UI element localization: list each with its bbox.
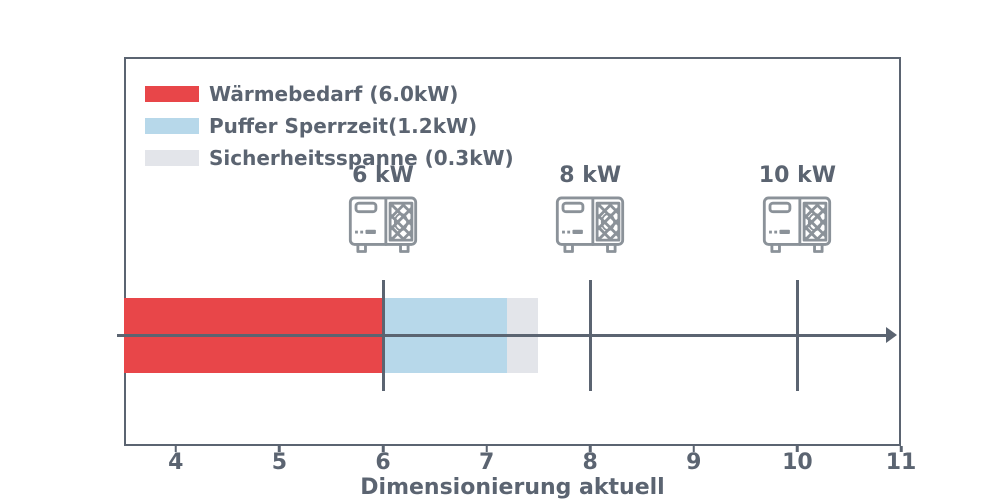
x-tick (692, 446, 696, 452)
x-tick-label: 5 (271, 450, 288, 475)
marker-8kw: 8 kW (520, 163, 660, 260)
legend-item-sicherheitsspanne: Sicherheitsspanne (0.3kW) (145, 142, 514, 174)
x-tick-label: 10 (782, 450, 813, 475)
legend-label-puffer-sperrzeit: Puffer Sperrzeit(1.2kW) (209, 114, 478, 138)
x-tick (796, 446, 799, 452)
x-tick-label: 11 (885, 450, 917, 475)
legend-item-puffer-sperrzeit: Puffer Sperrzeit(1.2kW) (145, 110, 514, 142)
x-tick (381, 446, 385, 452)
marker-label-10kw: 10 kW (758, 163, 836, 188)
legend: Wärmebedarf (6.0kW) Puffer Sperrzeit(1.2… (145, 78, 514, 174)
legend-label-sicherheitsspanne: Sicherheitsspanne (0.3kW) (209, 146, 514, 170)
x-tick-label: 8 (582, 450, 598, 475)
x-tick (174, 446, 178, 452)
heat-pump-icon (763, 196, 832, 253)
x-axis-label: Dimensionierung aktuell (360, 475, 665, 500)
x-tick (899, 446, 903, 452)
legend-label-waermebedarf: Wärmebedarf (6.0kW) (209, 82, 459, 106)
x-tick-label: 9 (686, 450, 702, 475)
arrow-head-icon (886, 327, 897, 343)
plot-area (124, 57, 901, 446)
legend-swatch-waermebedarf (145, 86, 199, 102)
marker-10kw: 10 kW (727, 163, 867, 260)
dimension-axis-arrow (117, 333, 887, 337)
legend-swatch-sicherheitsspanne (145, 150, 199, 166)
marker-label-8kw: 8 kW (559, 163, 622, 188)
heat-pump-icon (556, 196, 625, 253)
marker-label-6kw: 6 kW (352, 163, 414, 188)
x-tick-label: 6 (375, 450, 391, 475)
x-tick (278, 446, 281, 452)
x-tick (588, 446, 592, 452)
x-tick (485, 446, 488, 452)
marker-6kw: 6 kW (313, 163, 453, 260)
heat-pump-icon (348, 196, 418, 253)
x-tick-label: 7 (478, 450, 495, 475)
legend-swatch-puffer-sperrzeit (145, 118, 199, 134)
x-tick-label: 4 (168, 450, 184, 475)
legend-item-waermebedarf: Wärmebedarf (6.0kW) (145, 78, 514, 110)
